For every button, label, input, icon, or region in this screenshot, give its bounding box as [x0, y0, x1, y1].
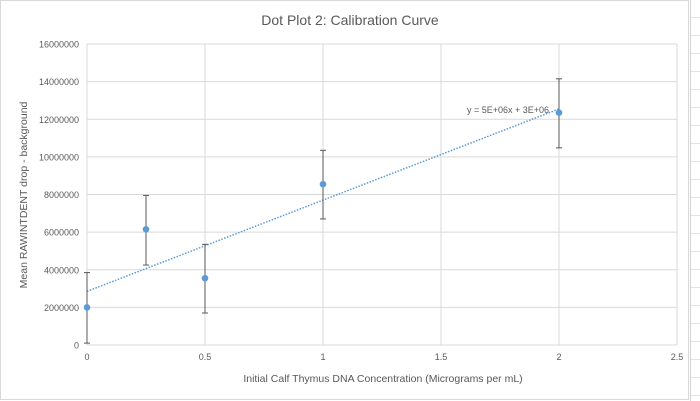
- spreadsheet-grid-edge: [690, 0, 700, 401]
- x-tick-label: 1.5: [435, 352, 448, 362]
- y-tick-label: 8000000: [44, 190, 79, 200]
- y-axis-label: Mean RAWINTDENT drop - background: [18, 101, 30, 288]
- y-tick-label: 4000000: [44, 265, 79, 275]
- y-tick-label: 6000000: [44, 228, 79, 238]
- data-point: [83, 304, 91, 311]
- x-tick-label: 0.5: [199, 352, 212, 362]
- y-tick-label: 14000000: [39, 77, 79, 87]
- data-point: [201, 274, 209, 282]
- x-tick-label: 0: [84, 352, 89, 362]
- data-point: [142, 226, 150, 233]
- x-axis-label: Initial Calf Thymus DNA Concentration (M…: [243, 373, 522, 385]
- x-tick-label: 2: [556, 352, 561, 362]
- y-tick-label: 2000000: [44, 303, 79, 313]
- y-tick-label: 16000000: [39, 40, 79, 50]
- chart-title: Dot Plot 2: Calibration Curve: [261, 12, 439, 28]
- data-point: [555, 109, 563, 116]
- data-point: [319, 180, 327, 188]
- x-tick-label: 1: [320, 352, 325, 362]
- trendline-equation: y = 5E+06x + 3E+06: [467, 105, 549, 115]
- y-tick-label: 0: [74, 341, 79, 351]
- y-tick-label: 12000000: [39, 115, 79, 125]
- y-tick-label: 10000000: [39, 152, 79, 162]
- x-tick-label: 2.5: [671, 352, 684, 362]
